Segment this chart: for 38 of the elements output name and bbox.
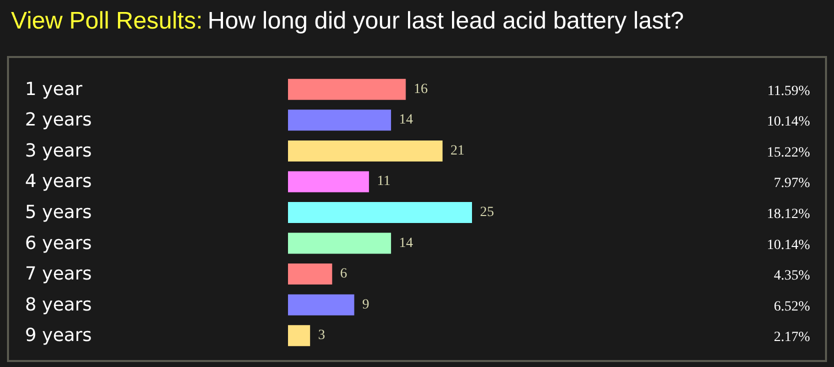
y-tick-label: 6 years (25, 232, 92, 254)
text: 11.59% (767, 84, 810, 99)
text: 15.22% (766, 145, 810, 160)
bar (288, 110, 392, 131)
data-label: 25 (480, 205, 494, 220)
data-label: 16 (414, 82, 428, 97)
text: 10.14% (766, 114, 810, 130)
y-tick-label: 5 years (25, 202, 92, 223)
bar (288, 140, 443, 162)
bar (288, 294, 354, 316)
data-label: 6 (340, 266, 348, 282)
data-label: 14 (399, 112, 414, 128)
chart-title: How long did your last lead acid battery last? (208, 8, 684, 34)
data-label: 14 (399, 236, 414, 251)
data-label: 11 (376, 174, 390, 190)
text: 4.35% (774, 268, 810, 284)
text: 7.97% (774, 176, 810, 192)
text: 10.14% (766, 238, 810, 253)
text: 6.52% (774, 299, 810, 314)
text: 2.17% (774, 330, 810, 346)
text: 18.12% (766, 207, 810, 222)
bar (288, 325, 310, 346)
y-tick-label: 2 years (25, 110, 92, 131)
chart-subtitle: View Poll Results: (11, 8, 203, 34)
y-tick-label: 7 years (25, 264, 92, 285)
bar (288, 264, 332, 285)
bar (288, 202, 472, 223)
bar (288, 232, 392, 254)
bar (288, 171, 369, 192)
data-label: 9 (362, 297, 370, 312)
data-label: 21 (450, 143, 465, 158)
y-tick-label: 4 years (25, 171, 92, 192)
y-tick-label: 1 year (25, 78, 83, 100)
bar (288, 78, 406, 100)
y-tick-label: 8 years (25, 294, 92, 316)
y-tick-label: 9 years (25, 325, 92, 346)
y-tick-label: 3 years (25, 140, 92, 162)
data-label: 3 (318, 328, 326, 344)
